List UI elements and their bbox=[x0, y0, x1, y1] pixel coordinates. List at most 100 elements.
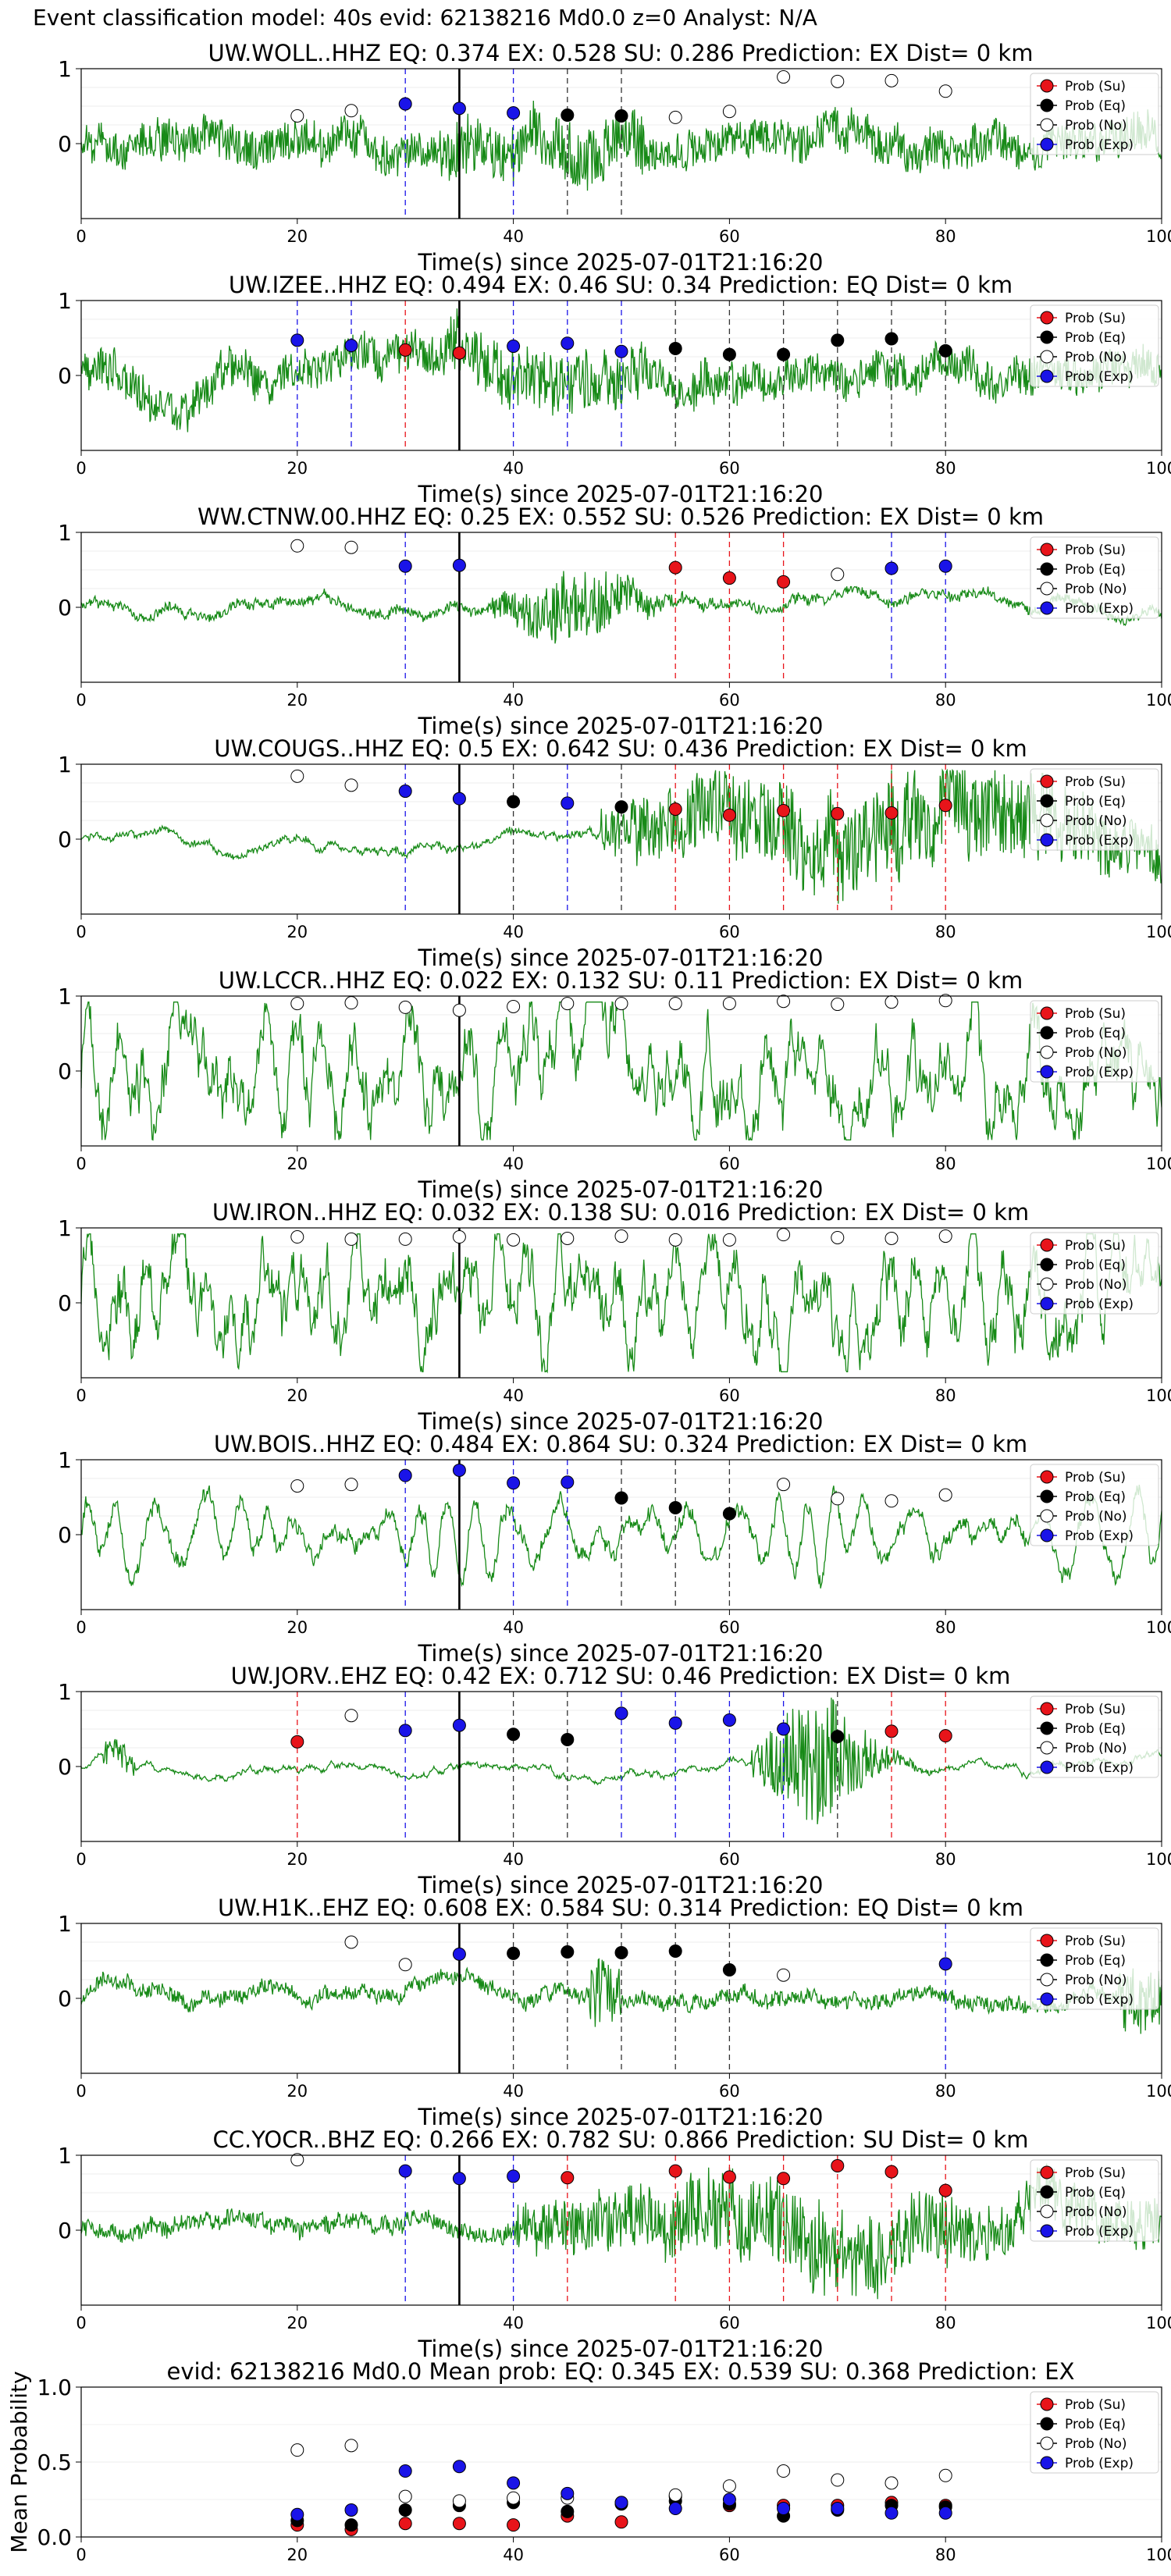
x-tick-label: 0 bbox=[76, 1155, 86, 1173]
prob-point-no bbox=[344, 778, 358, 792]
legend-label-su: Prob (Su) bbox=[1065, 2397, 1126, 2413]
prob-point-no bbox=[344, 1478, 358, 1492]
x-axis-label: Time(s) since 2025-07-01T21:16:20 bbox=[418, 249, 824, 276]
y-tick-label: 1 bbox=[58, 288, 72, 314]
x-tick-label: 60 bbox=[719, 459, 740, 478]
prob-point-exp bbox=[668, 1716, 682, 1730]
mean-point-su bbox=[452, 2517, 466, 2531]
x-tick-label: 0 bbox=[76, 1386, 86, 1405]
prob-point-su bbox=[938, 2183, 952, 2197]
x-tick-label: 80 bbox=[935, 459, 956, 478]
legend-marker-no bbox=[1040, 2204, 1054, 2218]
legend-marker-su bbox=[1040, 311, 1054, 325]
prob-point-exp bbox=[452, 101, 466, 116]
legend-label-exp: Prob (Exp) bbox=[1065, 833, 1134, 849]
legend-box bbox=[1030, 304, 1159, 387]
x-tick-label: 100 bbox=[1146, 1386, 1171, 1405]
prob-point-no bbox=[777, 1968, 791, 1982]
x-tick-label: 60 bbox=[719, 1155, 740, 1173]
legend-label-exp: Prob (Exp) bbox=[1065, 1297, 1134, 1312]
prob-point-exp bbox=[561, 1475, 575, 1489]
x-tick-label: 20 bbox=[287, 1618, 308, 1637]
legend-marker-exp bbox=[1040, 833, 1054, 847]
legend-label-exp: Prob (Exp) bbox=[1065, 1992, 1134, 2008]
mean-point-eq bbox=[561, 2504, 575, 2518]
panel-title: CC.YOCR..BHZ EQ: 0.266 EX: 0.782 SU: 0.8… bbox=[213, 2126, 1029, 2153]
y-tick-label: 0 bbox=[58, 131, 72, 157]
panel-uw-cougs-hhz: UW.COUGS..HHZ EQ: 0.5 EX: 0.642 SU: 0.43… bbox=[58, 735, 1171, 971]
y-tick-label: 1 bbox=[58, 1215, 72, 1241]
mean-point-no bbox=[290, 2443, 304, 2457]
y-tick-label: 1 bbox=[58, 984, 72, 1009]
x-axis-label: Time(s) since 2025-07-01T21:16:20 bbox=[418, 713, 824, 739]
axes-frame bbox=[80, 995, 1162, 1147]
y-tick-label: 0 bbox=[58, 2218, 72, 2243]
legend-marker-exp bbox=[1040, 369, 1054, 383]
axes-frame bbox=[80, 1227, 1162, 1379]
prob-point-no bbox=[938, 84, 952, 98]
legend-label-su: Prob (Su) bbox=[1065, 311, 1126, 326]
prob-point-no bbox=[344, 996, 358, 1010]
prob-point-su bbox=[777, 804, 791, 818]
y-tick-label: 0.0 bbox=[37, 2524, 72, 2550]
legend-label-exp: Prob (Exp) bbox=[1065, 2456, 1134, 2471]
prob-point-no bbox=[831, 568, 845, 582]
prob-point-no bbox=[398, 1958, 412, 1972]
prob-point-exp bbox=[452, 558, 466, 572]
legend-label-no: Prob (No) bbox=[1065, 1741, 1127, 1756]
mean-point-exp bbox=[507, 2476, 521, 2490]
mean-point-exp bbox=[290, 2507, 304, 2521]
prob-point-no bbox=[614, 1229, 628, 1244]
y-tick-label: 1 bbox=[58, 520, 72, 546]
x-tick-label: 100 bbox=[1146, 1155, 1171, 1173]
legend-label-su: Prob (Su) bbox=[1065, 1470, 1126, 1485]
prob-point-eq bbox=[884, 332, 899, 346]
prob-point-no bbox=[561, 1231, 575, 1245]
x-tick-label: 80 bbox=[935, 2546, 956, 2564]
prob-point-no bbox=[290, 997, 304, 1011]
prob-point-no bbox=[884, 1494, 899, 1508]
y-tick-label: 0 bbox=[58, 1522, 72, 1548]
prob-point-no bbox=[344, 1709, 358, 1723]
legend-label-no: Prob (No) bbox=[1065, 813, 1127, 829]
legend-label-eq: Prob (Eq) bbox=[1065, 562, 1126, 578]
x-tick-label: 80 bbox=[935, 1850, 956, 1869]
panel-title: evid: 62138216 Md0.0 Mean prob: EQ: 0.34… bbox=[166, 2358, 1074, 2385]
legend-marker-exp bbox=[1040, 1528, 1054, 1542]
prob-point-su bbox=[290, 1735, 304, 1749]
x-tick-label: 100 bbox=[1146, 1618, 1171, 1637]
x-tick-label: 100 bbox=[1146, 1850, 1171, 1869]
prob-point-exp bbox=[614, 344, 628, 358]
x-tick-label: 100 bbox=[1146, 923, 1171, 941]
legend-marker-no bbox=[1040, 1741, 1054, 1755]
x-tick-label: 0 bbox=[76, 691, 86, 710]
x-tick-label: 80 bbox=[935, 1155, 956, 1173]
x-tick-label: 100 bbox=[1146, 691, 1171, 710]
panel-uw-izee-hhz: UW.IZEE..HHZ EQ: 0.494 EX: 0.46 SU: 0.34… bbox=[58, 272, 1171, 507]
x-tick-label: 100 bbox=[1146, 2314, 1171, 2332]
legend-box bbox=[1030, 73, 1159, 155]
prob-point-eq bbox=[561, 1732, 575, 1746]
y-tick-label: 0.5 bbox=[37, 2450, 72, 2475]
prob-point-eq bbox=[722, 1963, 736, 1977]
y-tick-label: 1 bbox=[58, 56, 72, 82]
legend-label-su: Prob (Su) bbox=[1065, 2165, 1126, 2181]
legend-marker-su bbox=[1040, 543, 1054, 557]
legend-label-no: Prob (No) bbox=[1065, 582, 1127, 597]
legend-marker-eq bbox=[1040, 1953, 1054, 1967]
waveform-trace bbox=[81, 1001, 1162, 1141]
prob-point-eq bbox=[777, 347, 791, 361]
prob-point-su bbox=[938, 1729, 952, 1743]
prob-point-no bbox=[668, 1233, 682, 1247]
prob-point-su bbox=[831, 806, 845, 820]
x-tick-label: 0 bbox=[76, 459, 86, 478]
prob-point-eq bbox=[831, 333, 845, 347]
panel-ww-ctnw-00-hhz: WW.CTNW.00.HHZ EQ: 0.25 EX: 0.552 SU: 0.… bbox=[58, 503, 1171, 739]
legend-label-eq: Prob (Eq) bbox=[1065, 2417, 1126, 2432]
waveform-trace bbox=[81, 1233, 1162, 1374]
mean-point-no bbox=[938, 2468, 952, 2482]
legend-label-su: Prob (Su) bbox=[1065, 1702, 1126, 1717]
x-tick-label: 40 bbox=[503, 227, 524, 246]
legend-marker-su bbox=[1040, 2165, 1054, 2179]
legend-marker-su bbox=[1040, 1006, 1054, 1020]
